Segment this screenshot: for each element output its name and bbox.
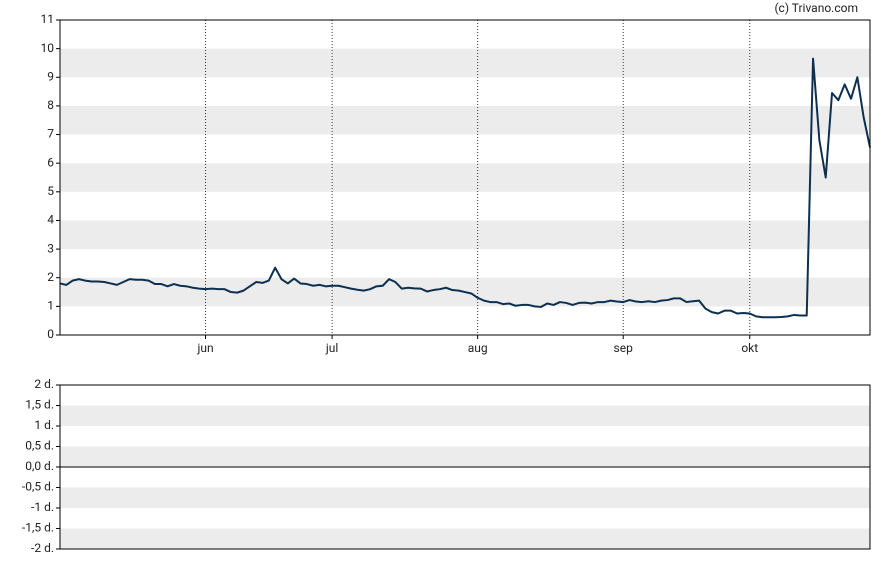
grid-band	[60, 405, 870, 426]
x-tick-label: jul	[325, 341, 338, 355]
y-tick-label: 10	[41, 41, 55, 55]
plot-frame	[59, 19, 871, 336]
y-tick-label: 5	[47, 184, 54, 198]
y-tick-label: 6	[47, 155, 54, 169]
y-tick-label: 1	[47, 299, 54, 313]
grid-band	[60, 528, 870, 549]
y-tick-label: 0,0 d.	[25, 459, 54, 473]
grid-band	[60, 48, 870, 78]
y-tick-label: 7	[47, 127, 54, 141]
grid-band	[60, 220, 870, 250]
y-tick-label: 1 d.	[34, 418, 54, 432]
y-tick-label: 1,5 d.	[25, 398, 54, 412]
grid-band	[60, 105, 870, 135]
y-tick-label: 2 d.	[34, 377, 54, 391]
y-tick-label: -0,5 d.	[22, 480, 54, 494]
plot-frame	[59, 384, 871, 550]
y-tick-label: 4	[47, 213, 54, 227]
y-tick-label: 0,5 d.	[25, 439, 54, 453]
credit: (c) Trivano.com	[774, 1, 858, 15]
y-tick-label: 3	[47, 241, 54, 255]
grid-band	[60, 163, 870, 192]
grid-band	[60, 446, 870, 467]
y-tick-label: 2	[47, 270, 54, 284]
grid-band	[60, 487, 870, 508]
y-tick-label: 8	[47, 98, 54, 112]
x-tick-label: okt	[741, 341, 758, 355]
x-tick-label: sep	[614, 341, 634, 355]
y-tick-label: -1 d.	[31, 500, 54, 514]
y-tick-label: 9	[47, 69, 54, 83]
y-tick-label: 11	[41, 12, 55, 26]
x-tick-label: jun	[196, 341, 213, 355]
x-tick-label: aug	[468, 341, 488, 355]
y-tick-label: -2 d.	[31, 541, 54, 555]
y-tick-label: 0	[47, 327, 54, 341]
y-tick-label: -1,5 d.	[22, 521, 54, 535]
line	[59, 57, 871, 319]
